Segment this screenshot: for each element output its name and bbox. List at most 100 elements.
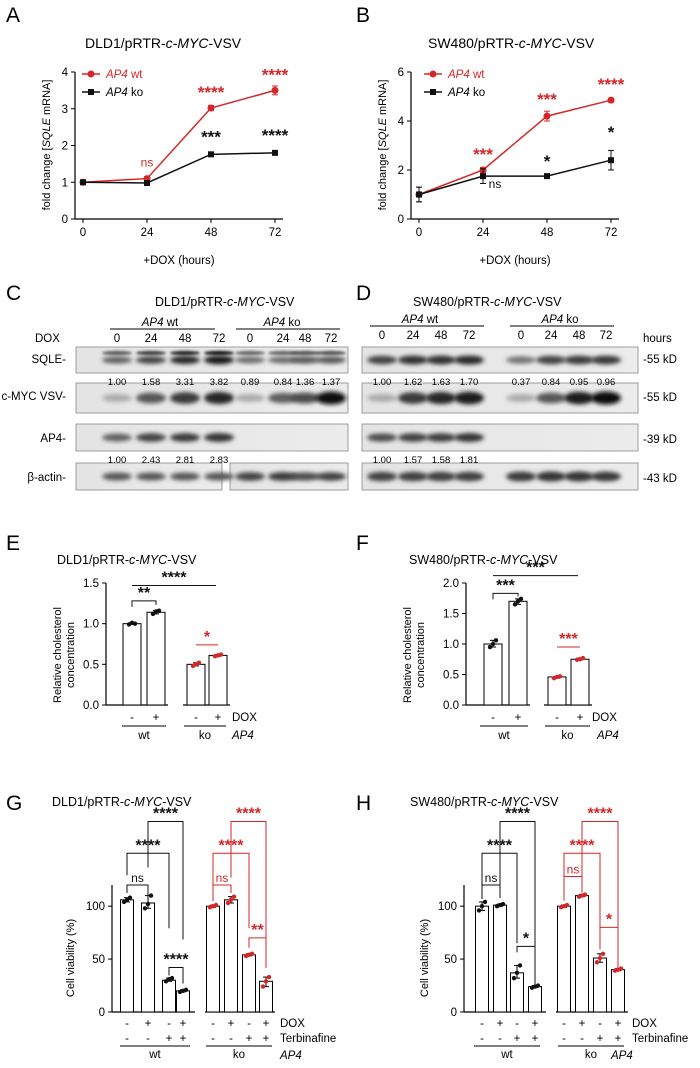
blot-band bbox=[454, 471, 484, 482]
condition-sign: + bbox=[215, 712, 222, 724]
panel-b-title: SW480/pRTR-c-MYC-VSV bbox=[428, 35, 595, 51]
blot-band bbox=[170, 433, 200, 442]
densitometry-value: 1.62 bbox=[404, 377, 423, 388]
blot-band bbox=[102, 433, 132, 442]
western-blot-d: SW480/pRTR-c-MYC-VSV AP4 wt AP4 ko hours… bbox=[361, 295, 677, 491]
blot-band bbox=[564, 471, 594, 482]
bar bbox=[593, 957, 607, 1013]
densitometry-value: 1.37 bbox=[322, 377, 341, 388]
blot-band bbox=[136, 472, 166, 481]
y-tick-label: 1 bbox=[62, 177, 68, 189]
lane-time-label: 0 bbox=[247, 333, 253, 345]
blot-d-wt-label: AP4 wt bbox=[401, 314, 439, 326]
data-point bbox=[543, 112, 551, 120]
lane-time-label: 24 bbox=[277, 333, 290, 345]
panel-a-xlabel: +DOX (hours) bbox=[143, 255, 214, 267]
blot-band bbox=[170, 355, 200, 365]
x-tick-label: 72 bbox=[605, 227, 618, 239]
data-point bbox=[476, 908, 482, 913]
bar bbox=[575, 895, 589, 1013]
blot-band bbox=[136, 433, 166, 442]
y-tick-label: 0 bbox=[398, 214, 404, 226]
y-tick-label: 0.0 bbox=[443, 700, 459, 712]
significance-bracket bbox=[248, 937, 267, 968]
dox-label: DOX bbox=[232, 712, 257, 724]
data-point bbox=[132, 621, 138, 626]
bar bbox=[120, 899, 134, 1013]
data-point bbox=[80, 179, 86, 186]
terbinafine-label: Terbinafine bbox=[632, 1033, 688, 1045]
gene-label: AP4 bbox=[610, 1050, 633, 1062]
significance-bracket bbox=[126, 884, 149, 895]
densitometry-value: 1.36 bbox=[296, 377, 315, 388]
bar bbox=[528, 986, 542, 1013]
blot-c-wt-label: AP4 wt bbox=[141, 317, 179, 329]
blot-band bbox=[454, 433, 484, 442]
blot-band bbox=[367, 393, 397, 403]
blot-band bbox=[290, 472, 320, 481]
data-point bbox=[607, 96, 615, 104]
blot-band bbox=[290, 350, 320, 356]
data-point bbox=[271, 86, 279, 94]
bar bbox=[493, 904, 507, 1013]
data-point bbox=[169, 975, 175, 981]
data-point bbox=[127, 895, 133, 900]
blot-band bbox=[398, 355, 428, 365]
group-label: wt bbox=[137, 730, 150, 742]
data-point bbox=[535, 983, 541, 988]
data-point bbox=[580, 655, 586, 661]
bar bbox=[611, 969, 625, 1013]
blot-c-ko-label: AP4 ko bbox=[262, 317, 300, 329]
dox-sign: + bbox=[579, 1018, 586, 1030]
densitometry-value: 0.96 bbox=[597, 377, 616, 388]
panel-label-g: G bbox=[6, 792, 22, 815]
blot-band bbox=[316, 350, 346, 356]
bar bbox=[141, 902, 155, 1013]
panel-f-title: SW480/pRTR-c-MYC-VSV bbox=[409, 553, 558, 567]
panel-h-ylabel: Cell viability (%) bbox=[419, 919, 431, 997]
blot-band bbox=[268, 356, 298, 364]
blot-band bbox=[564, 355, 594, 365]
significance-label: ns bbox=[489, 177, 502, 191]
panel-e-ylabel-1: Relative cholesterol bbox=[52, 607, 64, 703]
significance-label: *** bbox=[473, 145, 493, 164]
panel-g-title: DLD1/pRTR-c-MYC-VSV bbox=[52, 795, 192, 809]
y-tick-label: 2.0 bbox=[443, 578, 459, 590]
blot-band bbox=[268, 392, 298, 404]
panel-d-title: SW480/pRTR-c-MYC-VSV bbox=[413, 295, 562, 309]
terbinafine-sign: - bbox=[480, 1033, 484, 1045]
bar bbox=[483, 643, 503, 706]
y-tick-label: 4 bbox=[398, 116, 405, 128]
data-point bbox=[225, 900, 231, 906]
lane-time-label: 24 bbox=[145, 333, 158, 345]
dox-label: DOX bbox=[592, 712, 617, 724]
dox-label: DOX bbox=[280, 1018, 305, 1030]
significance-label: **** bbox=[262, 126, 289, 145]
x-tick-label: 24 bbox=[141, 227, 154, 239]
blot-band bbox=[235, 393, 265, 403]
blot-band bbox=[235, 350, 265, 356]
data-point bbox=[490, 641, 496, 647]
panel-label-c: C bbox=[6, 282, 21, 305]
data-point bbox=[416, 191, 422, 198]
condition-sign: - bbox=[194, 712, 198, 724]
significance-label: **** bbox=[262, 65, 289, 84]
blot-band bbox=[204, 355, 234, 365]
significance-label: **** bbox=[588, 806, 614, 823]
blot-d-mw-ap4: -39 kD bbox=[643, 434, 677, 446]
significance-label: **** bbox=[236, 806, 262, 823]
significance-bracket bbox=[131, 600, 157, 607]
data-point bbox=[260, 984, 266, 989]
terbinafine-sign: - bbox=[229, 1033, 233, 1045]
blot-band bbox=[102, 350, 132, 356]
blot-d-mw-sqle: -55 kD bbox=[643, 354, 677, 366]
significance-label: ** bbox=[251, 922, 264, 939]
significance-label: *** bbox=[537, 90, 557, 109]
data-point bbox=[145, 901, 151, 907]
y-tick-label: 3 bbox=[62, 104, 68, 116]
blot-band bbox=[454, 355, 484, 365]
lane-time-label: 72 bbox=[463, 330, 476, 342]
significance-label: * bbox=[523, 930, 530, 947]
